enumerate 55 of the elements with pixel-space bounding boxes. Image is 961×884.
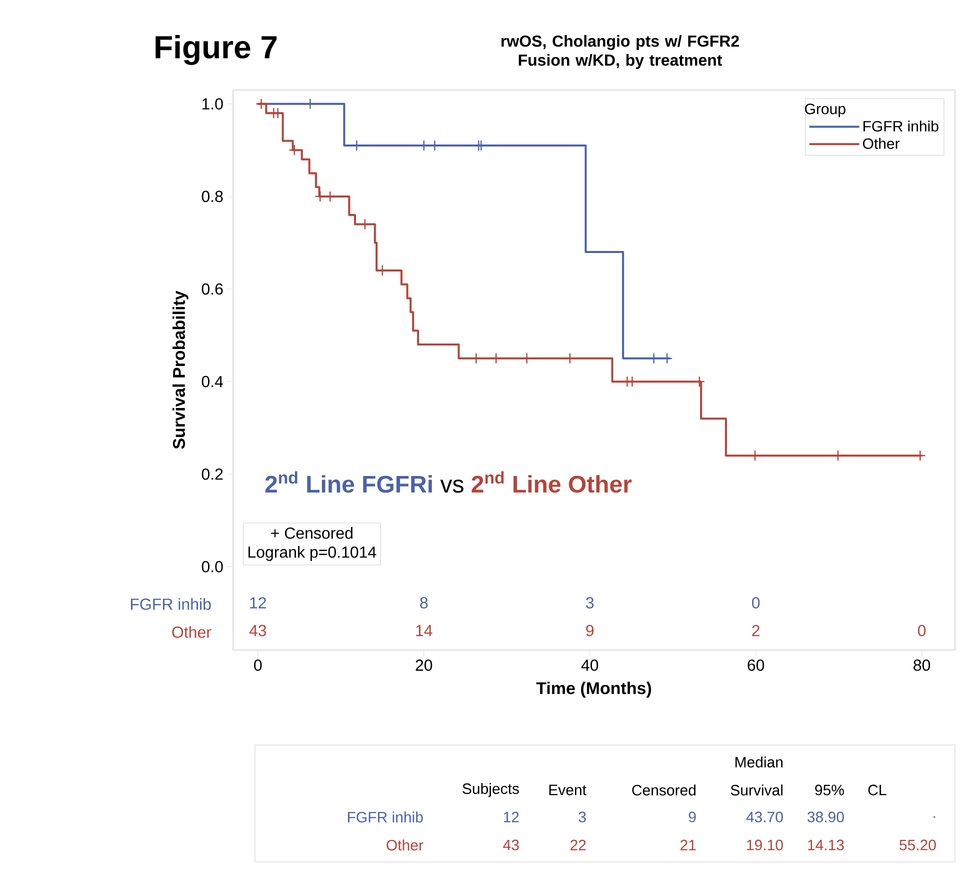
text: 21 xyxy=(680,840,696,850)
y-tick-label: 1.0 xyxy=(202,98,223,110)
annotation: 8 xyxy=(420,597,428,608)
text: 43 xyxy=(503,840,519,850)
text: 43.70 xyxy=(746,812,783,822)
text: 9 xyxy=(688,812,696,822)
text: 3 xyxy=(578,812,586,822)
x-tick-label: 20 xyxy=(416,660,432,671)
annotation: 2$^{nd}$ Line Other xyxy=(472,471,632,493)
text: Survival xyxy=(730,784,782,796)
y-tick-label: 0.4 xyxy=(202,376,223,388)
y-tick-label: 0.8 xyxy=(202,190,223,202)
y-axis-title: Survival Probability xyxy=(172,290,188,449)
x-tick-label: 60 xyxy=(748,660,764,671)
x-tick-label: 80 xyxy=(914,660,930,671)
annotation: 3 xyxy=(586,597,594,608)
annotation: 9 xyxy=(586,624,594,636)
caption: Figure 7 xyxy=(156,35,277,65)
text: . xyxy=(934,816,936,818)
x-axis-title: Time (Months) xyxy=(536,682,652,698)
legend-label: FGFR inhib xyxy=(864,120,938,132)
text: 38.90 xyxy=(808,812,844,822)
annotation: 43 xyxy=(249,624,266,636)
text: Median xyxy=(736,756,782,768)
text: 19.10 xyxy=(747,840,783,850)
text: 12 xyxy=(504,812,519,822)
text: 22 xyxy=(570,840,586,850)
text: Subjects xyxy=(462,783,519,797)
annotation: 2$^{nd}$ Line FGFRi xyxy=(265,471,432,493)
annotation: vs xyxy=(440,480,464,493)
y-tick-label: 0.0 xyxy=(202,561,223,572)
y-tick-label: 0.2 xyxy=(202,468,223,480)
text: CL xyxy=(868,784,886,796)
annotation: 0 xyxy=(752,597,760,608)
annotation: Logrank p=0.1014 xyxy=(248,546,376,561)
x-tick-label: 40 xyxy=(581,660,598,671)
annotation: 12 xyxy=(250,597,266,608)
text: 14.13 xyxy=(808,840,844,850)
text: FGFR inhib xyxy=(348,811,423,822)
chart-title: rwOS, Cholangio pts w/ FGFR2 Fusion w/KD, by treatment xyxy=(502,35,739,69)
text: Censored xyxy=(632,784,696,796)
annotation: + Censored xyxy=(271,527,352,539)
annotation: 2 xyxy=(752,624,760,636)
y-tick-label: 0.6 xyxy=(202,283,223,295)
text: Other xyxy=(386,839,424,851)
text: 95% xyxy=(815,784,844,796)
text: FGFR inhib xyxy=(130,598,211,610)
legend-label: Other xyxy=(862,138,900,149)
x-tick-label: 0 xyxy=(254,660,262,671)
annotation: 14 xyxy=(416,625,432,636)
text: 55.20 xyxy=(900,840,936,850)
annotation: 0 xyxy=(918,624,926,636)
text: Event xyxy=(549,784,586,796)
text: Other xyxy=(172,626,212,638)
legend-title: Group xyxy=(805,104,846,118)
